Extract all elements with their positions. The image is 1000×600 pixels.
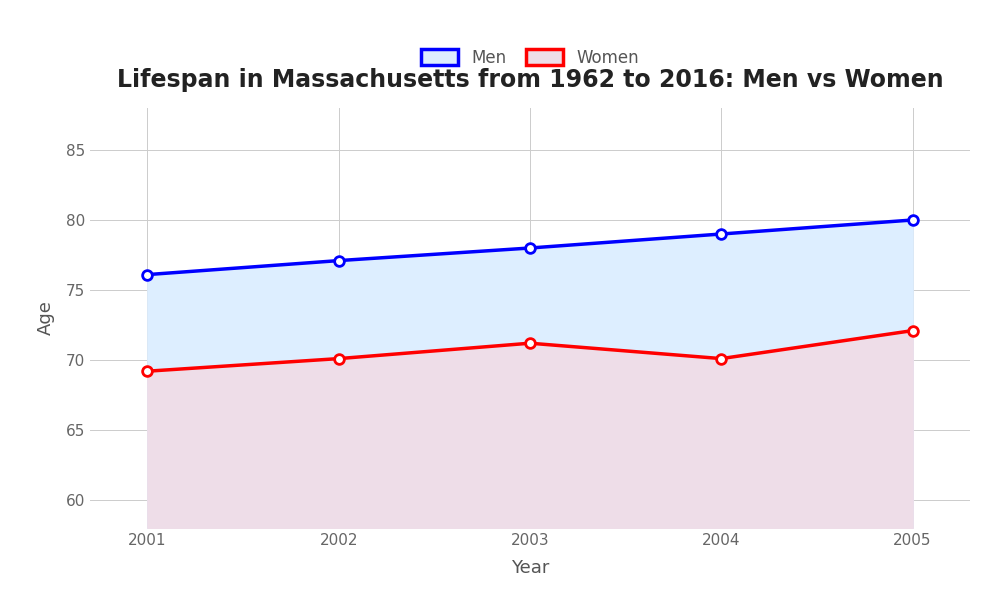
Title: Lifespan in Massachusetts from 1962 to 2016: Men vs Women: Lifespan in Massachusetts from 1962 to 2…	[117, 68, 943, 92]
Legend: Men, Women: Men, Women	[413, 41, 647, 76]
X-axis label: Year: Year	[511, 559, 549, 577]
Y-axis label: Age: Age	[37, 301, 55, 335]
